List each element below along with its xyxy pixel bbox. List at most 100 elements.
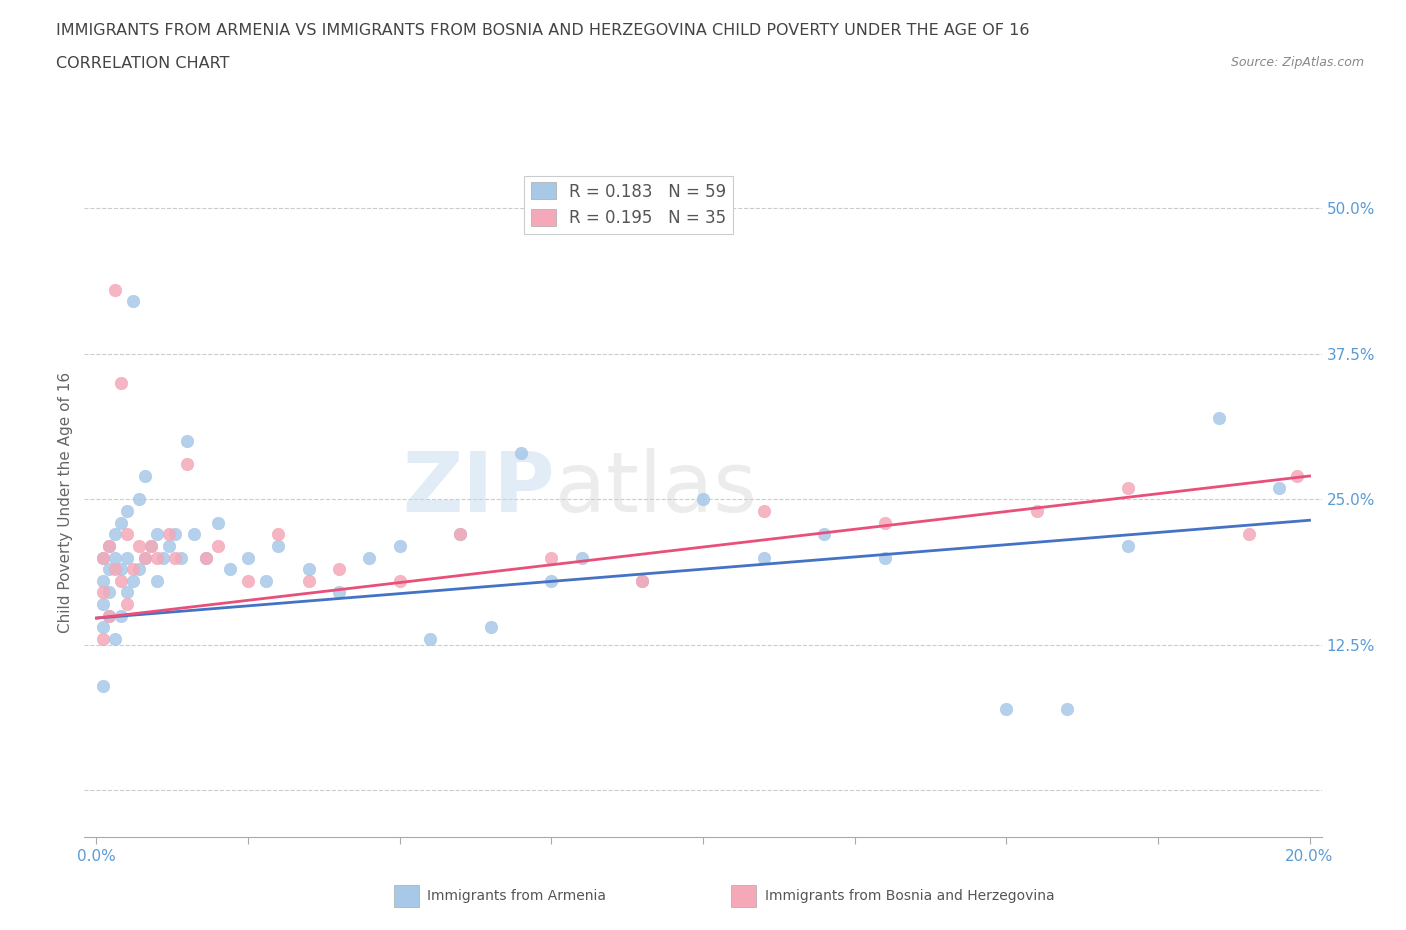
Point (388, 538, 411, 553)
Point (139, 538, 162, 553)
Point (165, 526, 187, 541)
Point (873, 515, 896, 530)
Point (183, 526, 205, 541)
Point (298, 574, 321, 589)
Point (97, 538, 120, 553)
Point (91, 597, 114, 612)
Point (97, 585, 120, 600)
Point (134, 550, 156, 565)
Point (104, 562, 127, 577)
Text: atlas: atlas (554, 448, 756, 529)
Point (1268, 480, 1291, 495)
Point (110, 574, 132, 589)
Point (157, 526, 180, 541)
Point (122, 574, 145, 589)
Point (267, 526, 290, 541)
Point (813, 526, 835, 541)
Point (97, 608, 120, 623)
Point (1056, 701, 1078, 716)
Point (104, 631, 127, 646)
Point (97, 538, 120, 553)
Point (122, 562, 145, 577)
Point (104, 550, 127, 565)
Y-axis label: Child Poverty Under the Age of 16: Child Poverty Under the Age of 16 (58, 372, 73, 632)
Point (207, 515, 229, 530)
Point (1208, 410, 1230, 425)
Point (449, 526, 471, 541)
Point (91, 550, 114, 565)
Point (510, 445, 533, 460)
Point (97, 562, 120, 577)
Point (157, 538, 180, 553)
Point (1116, 480, 1139, 495)
Point (97, 608, 120, 623)
Point (194, 550, 217, 565)
Point (115, 597, 138, 612)
Point (91, 620, 114, 635)
Point (91, 550, 114, 565)
Point (128, 562, 150, 577)
Point (115, 526, 138, 541)
Point (1116, 538, 1139, 553)
Text: Immigrants from Armenia: Immigrants from Armenia (427, 889, 606, 903)
Point (207, 538, 229, 553)
Point (134, 469, 156, 484)
Point (165, 550, 187, 565)
Point (110, 562, 132, 577)
Point (571, 550, 593, 565)
Text: IMMIGRANTS FROM ARMENIA VS IMMIGRANTS FROM BOSNIA AND HERZEGOVINA CHILD POVERTY : IMMIGRANTS FROM ARMENIA VS IMMIGRANTS FR… (56, 23, 1029, 38)
Point (115, 503, 138, 518)
Point (254, 574, 277, 589)
Point (110, 515, 132, 530)
Point (91, 574, 114, 589)
Point (115, 585, 138, 600)
Point (873, 550, 896, 565)
Text: CORRELATION CHART: CORRELATION CHART (56, 56, 229, 71)
Point (146, 526, 169, 541)
Point (236, 550, 259, 565)
Point (540, 550, 562, 565)
Point (479, 620, 502, 635)
Point (692, 492, 714, 507)
Point (449, 526, 471, 541)
Point (267, 538, 290, 553)
Point (219, 562, 242, 577)
Point (631, 574, 654, 589)
Point (419, 631, 441, 646)
Point (110, 376, 132, 391)
Point (91, 585, 114, 600)
Point (752, 550, 775, 565)
Point (146, 574, 169, 589)
Point (328, 562, 350, 577)
Point (91, 631, 114, 646)
Point (631, 574, 654, 589)
Point (298, 562, 321, 577)
Point (359, 550, 381, 565)
Point (146, 550, 169, 565)
Point (1237, 526, 1260, 541)
Point (176, 457, 198, 472)
Text: Source: ZipAtlas.com: Source: ZipAtlas.com (1230, 56, 1364, 69)
Point (540, 574, 562, 589)
Text: Immigrants from Bosnia and Herzegovina: Immigrants from Bosnia and Herzegovina (765, 889, 1054, 903)
Point (176, 433, 198, 448)
Point (115, 550, 138, 565)
Point (152, 550, 174, 565)
Point (104, 526, 127, 541)
Point (139, 538, 162, 553)
Point (236, 574, 259, 589)
Point (328, 585, 350, 600)
Point (1025, 503, 1047, 518)
Point (1286, 469, 1309, 484)
Point (110, 608, 132, 623)
Point (128, 492, 150, 507)
Point (388, 574, 411, 589)
Legend: R = 0.183   N = 59, R = 0.195   N = 35: R = 0.183 N = 59, R = 0.195 N = 35 (524, 176, 733, 233)
Point (134, 550, 156, 565)
Point (995, 701, 1018, 716)
Point (752, 503, 775, 518)
Point (91, 678, 114, 693)
Point (104, 282, 127, 297)
Point (170, 550, 193, 565)
Point (194, 550, 217, 565)
